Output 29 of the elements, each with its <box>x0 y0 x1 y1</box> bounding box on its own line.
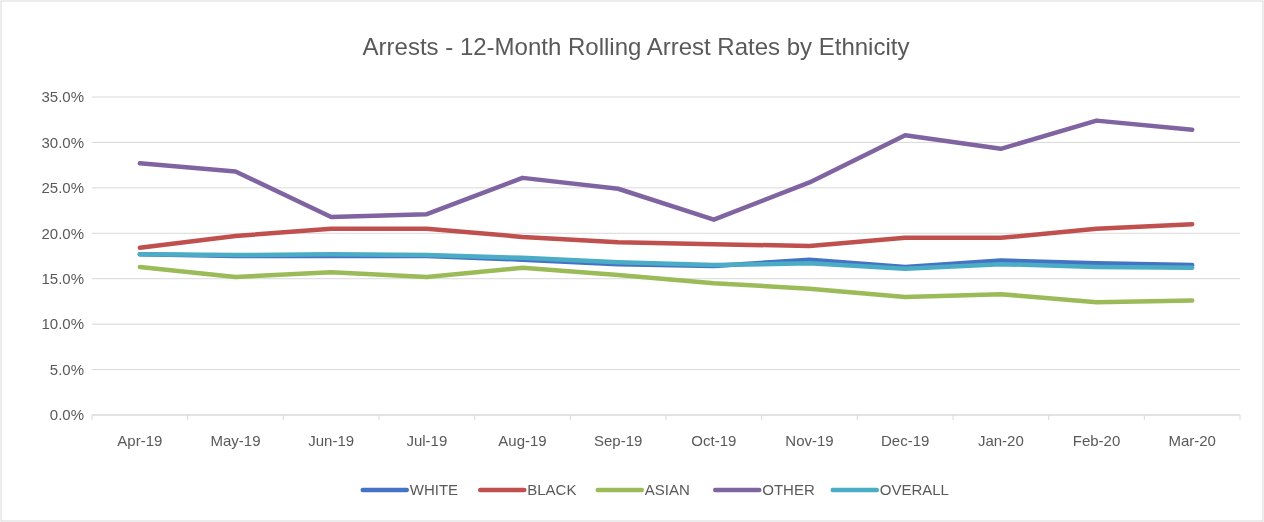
x-tick-label: Apr-19 <box>117 432 163 450</box>
legend-label: BLACK <box>527 481 577 499</box>
line-series <box>137 264 1195 305</box>
legend-label: OTHER <box>762 481 815 499</box>
x-tick-label: Nov-19 <box>785 432 834 450</box>
y-tick-label: 25.0% <box>41 179 84 197</box>
line-series <box>137 221 1195 251</box>
y-tick-label: 0.0% <box>49 406 84 424</box>
x-tick-label: Jun-19 <box>308 432 355 450</box>
x-tick-label: Sep-19 <box>593 432 643 450</box>
y-tick-label: 20.0% <box>41 224 84 242</box>
legend-label: WHITE <box>409 481 459 499</box>
y-tick-label: 5.0% <box>49 360 84 378</box>
y-tick-label: 15.0% <box>41 269 84 287</box>
x-tick-label: Jan-20 <box>977 432 1024 450</box>
y-tick-label: 35.0% <box>41 88 84 106</box>
legend-label: OVERALL <box>879 481 949 499</box>
x-tick-label: Dec-19 <box>880 432 930 450</box>
line-series <box>137 118 1195 222</box>
x-tick-label: Mar-20 <box>1168 432 1216 450</box>
x-tick-label: Jul-19 <box>406 432 448 450</box>
y-tick-label: 30.0% <box>41 133 84 151</box>
x-tick-label: Feb-20 <box>1072 432 1121 450</box>
x-tick-label: Oct-19 <box>691 432 737 450</box>
x-tick-label: Aug-19 <box>498 432 547 450</box>
chart-title: Arrests - 12-Month Rolling Arrest Rates by Ethnicity <box>362 33 910 61</box>
x-tick-label: May-19 <box>210 432 261 450</box>
legend-label: ASIAN <box>644 481 690 499</box>
y-tick-label: 10.0% <box>41 315 84 333</box>
